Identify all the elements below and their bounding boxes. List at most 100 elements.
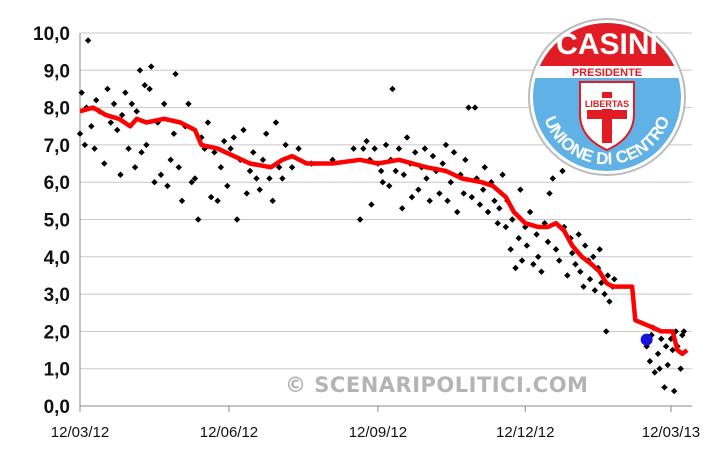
poll-point	[84, 37, 92, 44]
poll-point	[211, 149, 218, 156]
poll-point	[207, 193, 215, 201]
poll-point	[148, 63, 155, 70]
poll-point	[408, 193, 416, 201]
poll-point	[677, 365, 684, 372]
poll-point	[246, 167, 254, 175]
trend-line	[79, 105, 689, 357]
poll-point	[386, 182, 393, 190]
poll-point	[512, 264, 519, 272]
poll-point	[502, 223, 510, 231]
poll-point	[224, 182, 231, 190]
y-tick-label: 7,0	[44, 136, 70, 157]
poll-point	[471, 104, 479, 111]
poll-point	[454, 208, 461, 216]
poll-point	[468, 193, 476, 201]
poll-point	[591, 287, 599, 294]
poll-point	[272, 119, 280, 126]
poll-point	[178, 197, 186, 205]
poll-point	[92, 96, 100, 104]
poll-point	[581, 242, 589, 249]
poll-point	[662, 343, 670, 350]
poll-point	[122, 89, 129, 96]
poll-point	[462, 156, 469, 164]
poll-point	[444, 197, 451, 205]
poll-point	[91, 145, 98, 152]
poll-point	[590, 253, 597, 260]
poll-point	[494, 220, 501, 227]
poll-point	[360, 145, 367, 152]
poll-point	[172, 70, 179, 78]
y-tick-label: 5,0	[44, 211, 70, 232]
poll-point	[157, 171, 165, 178]
poll-point	[450, 149, 458, 156]
poll-point	[538, 268, 545, 275]
poll-point	[515, 234, 522, 242]
poll-point	[204, 119, 212, 126]
logo-top-text: CASINI	[556, 28, 658, 61]
x-tick-label: 12/03/13	[642, 424, 700, 441]
poll-point	[658, 335, 665, 343]
poll-point	[669, 346, 676, 354]
poll-point	[107, 119, 114, 126]
poll-point	[379, 179, 386, 186]
poll-point	[526, 208, 534, 216]
poll-point	[577, 268, 584, 275]
poll-point	[118, 111, 126, 119]
poll-point	[680, 328, 688, 335]
poll-point	[568, 249, 576, 257]
poll-point	[146, 85, 153, 93]
poll-point	[436, 190, 443, 197]
poll-point	[76, 130, 84, 137]
poll-point	[400, 171, 408, 178]
poll-point	[415, 186, 422, 193]
poll-point	[598, 279, 605, 287]
poll-point	[227, 145, 234, 152]
poll-point	[279, 175, 286, 182]
poll-point	[518, 257, 526, 264]
poll-point	[564, 272, 571, 279]
poll-point	[243, 190, 250, 197]
poll-point	[262, 130, 270, 137]
poll-point	[131, 164, 139, 171]
poll-point	[556, 257, 563, 264]
election-result-marker	[640, 333, 653, 346]
poll-point	[672, 328, 680, 335]
x-tick-label: 12/06/12	[200, 424, 258, 441]
poll-point	[136, 67, 144, 74]
poll-point	[679, 331, 686, 339]
poll-point	[533, 231, 540, 238]
poll-point	[421, 145, 429, 152]
poll-point	[517, 186, 524, 193]
y-tick-label: 2,0	[44, 322, 70, 343]
poll-point	[392, 167, 399, 175]
poll-point	[586, 275, 594, 283]
poll-point	[476, 201, 484, 208]
poll-point	[656, 365, 663, 372]
poll-point	[481, 164, 488, 171]
y-tick-label: 10,0	[33, 24, 70, 45]
y-tick-label: 8,0	[44, 99, 70, 120]
poll-point	[188, 179, 195, 186]
udc-logo: CASINI PRESIDENTE LIBERTAS UNIONE DI CEN…	[528, 18, 686, 176]
y-axis-tick-labels: 0,0 1,0 2,0 3,0 4,0 5,0 6,0 7,0 8,0 9,0 10,0	[33, 24, 70, 418]
logo-sub-text: PRESIDENTE	[572, 67, 642, 79]
poll-point	[167, 156, 174, 164]
poll-point	[646, 358, 654, 365]
poll-point	[552, 246, 560, 253]
poll-point	[559, 167, 566, 175]
poll-point	[253, 175, 260, 182]
poll-point	[256, 186, 263, 193]
poll-point	[442, 141, 450, 149]
poll-point	[356, 216, 364, 223]
election-result-point	[640, 333, 653, 346]
poll-point	[395, 145, 403, 152]
axes	[79, 33, 692, 407]
poll-point	[288, 164, 296, 171]
poll-point	[499, 171, 506, 178]
poll-point	[81, 141, 89, 149]
poll-point	[269, 197, 276, 205]
poll-point	[651, 369, 658, 376]
poll-point	[78, 89, 85, 96]
poll-point	[160, 100, 168, 108]
poll-point	[496, 205, 503, 212]
